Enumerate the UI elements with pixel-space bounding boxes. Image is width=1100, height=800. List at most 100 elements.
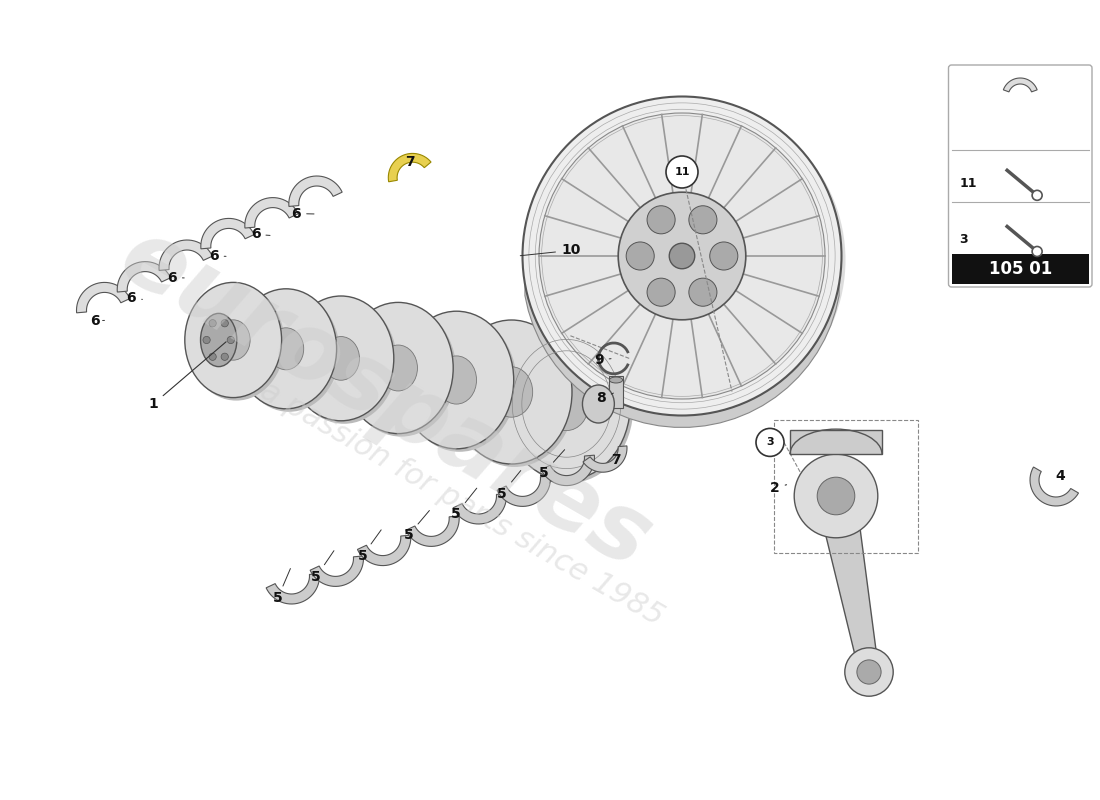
Circle shape <box>227 336 234 344</box>
Polygon shape <box>118 262 170 292</box>
Polygon shape <box>816 496 879 672</box>
Circle shape <box>669 243 695 269</box>
Text: 11: 11 <box>674 167 690 177</box>
Polygon shape <box>266 574 319 604</box>
Polygon shape <box>1030 467 1078 506</box>
Polygon shape <box>541 455 594 486</box>
Ellipse shape <box>239 292 340 412</box>
Text: 6: 6 <box>292 206 313 221</box>
Text: 3: 3 <box>767 438 773 447</box>
Polygon shape <box>77 282 130 313</box>
Text: 5: 5 <box>404 510 429 542</box>
Ellipse shape <box>403 314 517 452</box>
Ellipse shape <box>292 299 397 424</box>
Text: 6: 6 <box>90 314 104 328</box>
Circle shape <box>794 454 878 538</box>
Text: 4: 4 <box>1056 469 1065 483</box>
Text: 5: 5 <box>358 530 382 563</box>
Circle shape <box>221 353 229 360</box>
Circle shape <box>1032 246 1042 257</box>
Circle shape <box>689 278 717 306</box>
Polygon shape <box>952 254 1089 284</box>
Polygon shape <box>609 376 623 408</box>
Polygon shape <box>201 218 254 249</box>
Ellipse shape <box>343 302 453 434</box>
Circle shape <box>756 429 784 457</box>
Text: 7: 7 <box>406 155 415 170</box>
Ellipse shape <box>618 192 746 320</box>
Ellipse shape <box>217 320 250 360</box>
Text: 8: 8 <box>596 391 614 406</box>
Polygon shape <box>388 154 431 182</box>
Text: 6: 6 <box>209 249 226 263</box>
Circle shape <box>857 660 881 684</box>
Text: 5: 5 <box>273 569 290 606</box>
Text: 6: 6 <box>251 227 270 242</box>
Ellipse shape <box>322 337 360 380</box>
Ellipse shape <box>200 314 236 366</box>
Circle shape <box>1032 190 1042 200</box>
Polygon shape <box>160 240 212 270</box>
Polygon shape <box>213 330 596 424</box>
Text: 7: 7 <box>612 453 620 467</box>
Ellipse shape <box>544 378 588 430</box>
Text: a passion for parts since 1985: a passion for parts since 1985 <box>255 376 669 632</box>
Ellipse shape <box>288 296 394 421</box>
Text: 5: 5 <box>539 450 564 480</box>
Polygon shape <box>310 556 363 586</box>
Circle shape <box>845 648 893 696</box>
Ellipse shape <box>506 331 634 483</box>
Text: 5: 5 <box>311 550 334 584</box>
Ellipse shape <box>378 345 418 391</box>
Circle shape <box>710 242 738 270</box>
Circle shape <box>647 278 675 306</box>
Polygon shape <box>453 494 506 524</box>
Text: 6: 6 <box>167 270 184 285</box>
Polygon shape <box>790 430 882 454</box>
Circle shape <box>209 320 217 327</box>
Polygon shape <box>406 516 459 546</box>
Ellipse shape <box>437 356 476 404</box>
Ellipse shape <box>503 328 630 480</box>
Ellipse shape <box>491 366 532 418</box>
Text: 3: 3 <box>959 233 968 246</box>
FancyBboxPatch shape <box>948 65 1092 287</box>
Polygon shape <box>245 198 298 228</box>
Text: 5: 5 <box>451 488 476 522</box>
Polygon shape <box>358 535 410 566</box>
Circle shape <box>666 156 698 188</box>
Text: 1: 1 <box>148 342 227 411</box>
Text: 10: 10 <box>520 243 581 258</box>
Ellipse shape <box>399 311 514 449</box>
Polygon shape <box>525 284 839 427</box>
Ellipse shape <box>268 328 304 370</box>
Ellipse shape <box>185 282 282 398</box>
Ellipse shape <box>527 101 846 419</box>
Text: 9: 9 <box>594 353 610 367</box>
Circle shape <box>689 206 717 234</box>
Text: 2: 2 <box>770 481 786 495</box>
Polygon shape <box>583 446 627 472</box>
Polygon shape <box>1003 78 1037 92</box>
Ellipse shape <box>188 286 285 401</box>
Ellipse shape <box>582 385 614 423</box>
Circle shape <box>209 353 217 360</box>
Ellipse shape <box>451 320 572 464</box>
Polygon shape <box>289 176 342 206</box>
Ellipse shape <box>609 377 623 383</box>
Ellipse shape <box>454 323 575 467</box>
Text: eurospares: eurospares <box>103 210 667 590</box>
Circle shape <box>647 206 675 234</box>
Circle shape <box>202 336 210 344</box>
Circle shape <box>221 320 229 327</box>
Polygon shape <box>497 476 550 506</box>
Text: 105 01: 105 01 <box>989 260 1052 278</box>
Ellipse shape <box>235 289 337 409</box>
Circle shape <box>626 242 654 270</box>
Ellipse shape <box>539 113 825 399</box>
Circle shape <box>817 477 855 515</box>
Text: 6: 6 <box>126 291 142 306</box>
Ellipse shape <box>522 97 842 415</box>
Ellipse shape <box>346 306 456 437</box>
Text: 5: 5 <box>497 470 520 501</box>
